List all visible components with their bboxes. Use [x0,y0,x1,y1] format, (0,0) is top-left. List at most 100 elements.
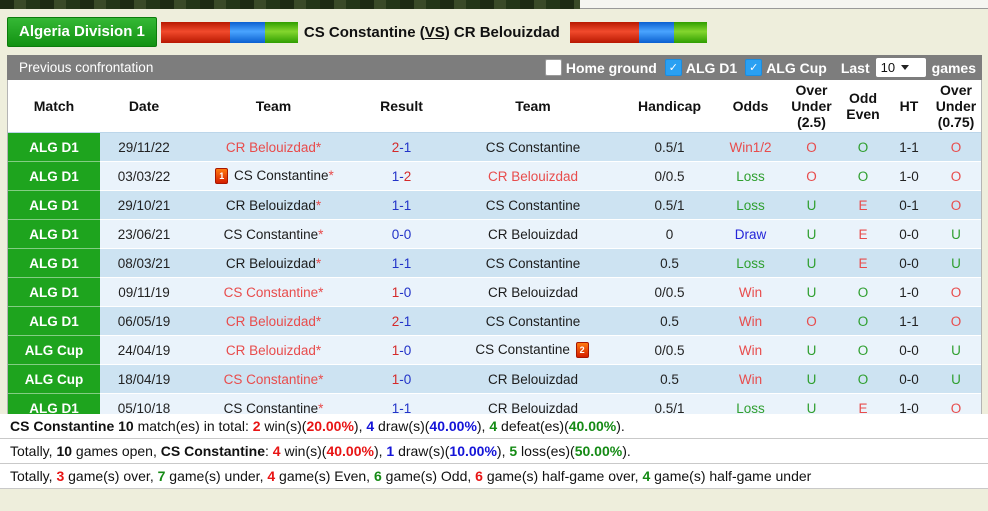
summary-text: game(s) over, [64,468,158,484]
over-under-075-cell: U [931,249,981,278]
summary-text: game(s) under, [165,468,268,484]
column-header-label: Handicap [637,97,701,114]
date-cell: 29/11/22 [100,133,188,162]
halftime-cell: 0-0 [887,220,931,249]
summary-text: 5 [509,443,518,459]
over-under-value: O [950,284,962,300]
over-under-value: O [806,139,817,155]
odd-even-value: E [858,226,868,242]
result-cell: 1-1 [359,249,444,278]
home-star-marker: * [318,371,324,387]
summary-text: loss(es)( [517,443,575,459]
unchecked-checkbox-icon[interactable] [544,59,562,76]
section-title: Previous confrontation [19,60,154,75]
flag-red-segment [160,21,230,43]
home-star-marker: * [315,313,322,329]
checked-checkbox-icon[interactable]: ✓ [745,59,763,76]
league-cell: ALG D1 [8,249,100,278]
over-under-25-cell: U [784,220,839,249]
handicap-cell: 0/0.5 [622,336,717,365]
away-team-cell: CS Constantine [444,249,622,278]
date-cell: 09/11/19 [100,278,188,307]
odd-even-value: O [857,313,869,329]
column-header: Team [444,80,622,133]
checked-checkbox-icon[interactable]: ✓ [664,59,682,76]
team-name: CS Constantine [233,167,329,183]
team-name: CS Constantine [485,197,581,213]
over-under-075-cell: O [931,278,981,307]
column-header-label: Over Under (0.75) [935,81,977,131]
match-row: ALG Cup 18/04/19 CS Constantine* 1-0 CR Belo… [8,365,981,394]
team-name: CS Constantine [223,226,319,242]
over-under-25-cell: U [784,249,839,278]
summary-text: ). [622,443,631,459]
home-team-cell: CR Belouizdad* [188,133,359,162]
away-score: 0 [403,284,412,300]
summary-text: Totally, [10,443,57,459]
away-score: 0 [403,371,412,387]
column-header: Team [188,80,359,133]
over-under-25-cell: U [784,365,839,394]
home-star-marker: * [315,197,322,213]
column-header-label: Result [380,97,423,114]
column-header-label: Over Under (2.5) [791,81,832,131]
column-header: Match [8,80,100,133]
odds-result: Win1/2 [729,139,772,155]
league-cell: ALG D1 [8,220,100,249]
games-count-select[interactable]: 10 [875,58,926,77]
games-label: games [931,59,976,76]
team-name: CR Belouizdad [225,313,316,329]
summary-text: 40.00% [429,418,477,434]
over-under-value: U [806,284,817,300]
over-under-25-cell: O [784,162,839,191]
away-team-cell: CR Belouizdad [444,365,622,394]
summary-text: 40.00% [568,418,617,434]
over-under-value: U [806,342,817,358]
team-name: CR Belouizdad [225,139,316,155]
team-name: CS Constantine [475,341,570,357]
odds-cell: Loss [717,162,784,191]
odds-cell: Loss [717,249,784,278]
column-header: Result [359,80,444,133]
league-cell: ALG D1 [8,162,100,191]
home-star-marker: * [318,226,324,242]
last-label: Last [840,59,870,76]
over-under-value: O [950,313,962,329]
summary-text: 4 [489,418,498,434]
odd-even-value: E [858,197,868,213]
summary-text: win(s)( [260,418,307,434]
team-name: CR Belouizdad [225,255,316,271]
halftime-cell: 0-0 [887,336,931,365]
top-banner [0,0,988,9]
flag-blue-segment [638,21,674,43]
score-dash: - [399,313,404,329]
summary-text: game(s) half-game over, [482,468,643,484]
odds-result: Draw [734,226,767,242]
match-row: ALG D1 08/03/21 CR Belouizdad* 1-1 CS Consta… [8,249,981,278]
home-score: 1 [391,284,400,300]
summary-text: ), [353,418,367,434]
away-score: 1 [403,400,412,416]
away-team-cell: CR Belouizdad [444,162,622,191]
home-score: 1 [391,197,400,213]
match-row: ALG D1 23/06/21 CS Constantine* 0-0 CR Belou… [8,220,981,249]
away-team-title: ) CR Belouizdad [444,23,560,41]
date-cell: 23/06/21 [100,220,188,249]
away-team-cell: CR Belouizdad [444,220,622,249]
home-star-marker: * [315,139,322,155]
algeria-flagbar-left [160,21,298,43]
summary-section: CS Constantine 10 match(es) in total: 2 … [0,414,988,489]
result-cell: 1-0 [359,278,444,307]
over-under-075-cell: U [931,336,981,365]
flag-blue-segment [229,21,265,43]
summary-text: defeat(es)( [497,418,569,434]
odds-cell: Loss [717,191,784,220]
result-cell: 2-1 [359,307,444,336]
score-dash: - [399,342,404,358]
result-cell: 1-0 [359,365,444,394]
table-header-row: Match Date Team Result Team Handicap Odds Over … [8,80,981,133]
odds-result: Win [738,313,763,329]
odds-cell: Win [717,365,784,394]
home-star-marker: * [328,167,334,183]
over-under-25-cell: U [784,336,839,365]
